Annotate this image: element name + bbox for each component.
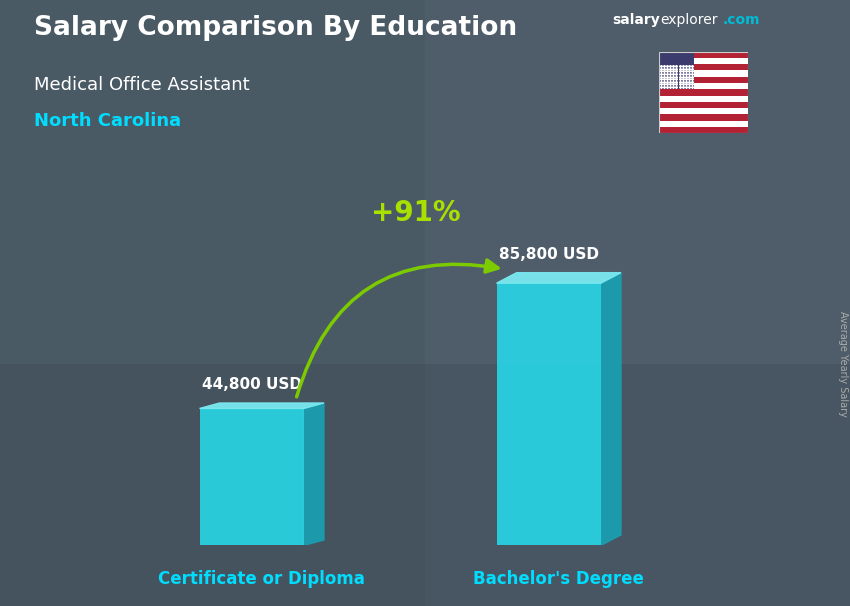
Bar — [496, 283, 601, 545]
Text: .com: .com — [722, 13, 760, 27]
Bar — [659, 58, 748, 64]
Bar — [659, 121, 748, 127]
Bar — [659, 102, 748, 108]
Bar — [425, 0, 850, 606]
Bar — [659, 52, 694, 89]
Text: 85,800 USD: 85,800 USD — [499, 247, 598, 262]
Bar — [659, 108, 748, 115]
Bar — [659, 64, 748, 70]
Text: Medical Office Assistant: Medical Office Assistant — [34, 76, 250, 94]
Bar — [659, 70, 748, 77]
Bar — [659, 83, 748, 89]
Text: 44,800 USD: 44,800 USD — [201, 378, 302, 393]
Polygon shape — [601, 273, 621, 545]
Bar — [659, 89, 748, 96]
Polygon shape — [200, 403, 324, 408]
Bar — [659, 96, 748, 102]
Text: Salary Comparison By Education: Salary Comparison By Education — [34, 15, 517, 41]
Bar — [659, 115, 748, 121]
Bar — [659, 77, 748, 83]
Text: explorer: explorer — [660, 13, 718, 27]
Bar — [659, 52, 748, 58]
Text: North Carolina: North Carolina — [34, 112, 181, 130]
Polygon shape — [496, 273, 621, 283]
Polygon shape — [304, 403, 324, 545]
Text: +91%: +91% — [371, 199, 461, 227]
Text: salary: salary — [612, 13, 660, 27]
Text: Bachelor's Degree: Bachelor's Degree — [473, 570, 644, 588]
Bar — [200, 408, 303, 545]
Text: Certificate or Diploma: Certificate or Diploma — [158, 570, 366, 588]
Bar — [0, 364, 850, 606]
Bar — [659, 127, 748, 133]
Text: Average Yearly Salary: Average Yearly Salary — [838, 311, 848, 416]
